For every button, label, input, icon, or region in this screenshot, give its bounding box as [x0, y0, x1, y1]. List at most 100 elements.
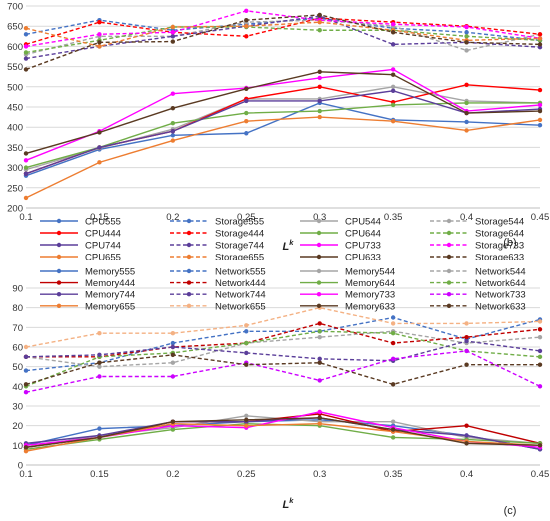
data-point-network744	[170, 344, 176, 350]
data-point-cpu744	[97, 145, 102, 150]
data-point-network744	[317, 356, 322, 361]
legend-marker	[56, 280, 62, 285]
data-point-cpu655	[23, 195, 29, 201]
data-point-memory633	[537, 443, 543, 448]
data-point-storage644	[23, 50, 29, 55]
y-tick-label: 70	[12, 323, 23, 334]
x-axis-label-main: L	[283, 499, 290, 511]
legend-item-cpu555: CPU555	[40, 217, 121, 228]
legend-marker	[446, 303, 452, 308]
data-point-cpu644	[390, 102, 396, 108]
data-point-network655	[97, 331, 102, 336]
data-point-network655	[537, 319, 543, 324]
legend-label: Memory444	[85, 278, 135, 289]
legend-item-cpu655: CPU655	[40, 253, 121, 260]
data-point-network633	[390, 382, 396, 387]
data-point-network733	[23, 390, 29, 395]
data-point-cpu744	[317, 98, 322, 104]
data-point-cpu444	[537, 87, 543, 93]
legend-item-memory555: Memory555	[40, 267, 135, 278]
legend-label: Network544	[475, 267, 526, 278]
data-point-storage655	[317, 19, 322, 25]
data-point-storage444	[244, 34, 249, 39]
data-point-memory655	[317, 421, 322, 426]
x-tick-label: 0.45	[531, 212, 550, 223]
series-line-storage644	[25, 26, 541, 54]
series-line-network655	[25, 306, 541, 348]
data-point-cpu555	[244, 131, 249, 136]
legend-item-storage633: Storage633	[430, 253, 524, 260]
data-point-cpu733	[23, 158, 29, 163]
series-line-memory744	[25, 417, 541, 450]
legend-marker	[186, 218, 192, 224]
data-point-network633	[170, 352, 176, 358]
data-point-memory555	[97, 426, 102, 431]
legend-item-storage744: Storage744	[170, 241, 264, 252]
data-point-network444	[537, 327, 543, 332]
data-point-cpu744	[170, 129, 176, 134]
legend-label: CPU444	[85, 229, 121, 240]
data-point-network644	[317, 329, 322, 334]
panel-label: (b)	[503, 237, 516, 249]
series-line-network555	[25, 316, 541, 372]
series-line-cpu544	[25, 86, 541, 171]
legend-item-storage733: Storage733	[430, 241, 524, 252]
data-point-network733	[97, 374, 102, 379]
x-tick-label: 0.15	[90, 469, 109, 480]
data-point-cpu733	[170, 91, 176, 96]
legend-label: Storage733	[475, 241, 524, 252]
y-tick-label: 550	[7, 62, 23, 73]
data-point-storage733	[23, 44, 29, 49]
legend-label: Storage644	[475, 229, 524, 240]
series-line-cpu555	[25, 102, 541, 177]
data-point-cpu655	[170, 138, 176, 143]
data-point-cpu633	[97, 130, 102, 135]
series-line-storage655	[25, 21, 541, 48]
data-point-cpu633	[464, 110, 469, 116]
data-point-cpu744	[23, 171, 29, 176]
data-point-storage733	[244, 8, 249, 14]
legend-marker	[446, 242, 452, 248]
legend-label: CPU544	[345, 217, 381, 228]
series-line-cpu744	[25, 90, 541, 175]
series-line-network733	[25, 350, 541, 393]
series-line-network544	[25, 330, 541, 368]
data-point-storage655	[537, 36, 543, 41]
x-tick-label: 0.1	[19, 212, 32, 223]
data-point-network633	[244, 362, 249, 367]
legend-item-memory544: Memory544	[300, 267, 395, 278]
y-tick-label: 20	[12, 421, 23, 432]
data-point-cpu555	[170, 133, 176, 138]
legend-item-memory633: Memory633	[300, 301, 395, 312]
legend-label: Storage655	[215, 253, 264, 261]
legend-marker	[316, 242, 322, 248]
data-point-cpu733	[317, 75, 322, 81]
legend-marker	[56, 303, 62, 308]
legend-item-network544: Network544	[430, 267, 526, 278]
legend-label: Network644	[475, 278, 526, 289]
legend-item-memory644: Memory644	[300, 278, 395, 289]
data-point-network644	[390, 331, 396, 336]
data-point-cpu633	[317, 69, 322, 75]
data-point-memory633	[317, 415, 322, 420]
series-line-cpu644	[25, 102, 540, 169]
legend-label: Storage444	[215, 229, 264, 240]
data-point-cpu555	[464, 119, 469, 125]
memory-network-chart: 0 10 20 30 40 50 60 70 80 90 0.1 0.15 0.2 0.25 0.3 0.35…	[12, 267, 549, 518]
legend-marker	[186, 254, 192, 260]
legend-item-cpu733: CPU733	[300, 241, 381, 252]
legend-label: Network733	[475, 290, 526, 301]
legend-item-cpu644: CPU644	[300, 229, 381, 240]
y-tick-label: 250	[7, 183, 23, 194]
legend-item-memory655: Memory655	[40, 301, 135, 312]
data-point-network655	[23, 344, 29, 350]
legend-marker	[446, 280, 452, 285]
data-point-storage633	[390, 30, 396, 35]
data-point-cpu544	[390, 84, 396, 90]
data-point-cpu633	[170, 106, 176, 111]
legend-item-network744: Network744	[170, 290, 266, 301]
legend-label: CPU733	[345, 241, 381, 252]
legend-label: Storage555	[215, 217, 264, 228]
legend-item-storage555: Storage555	[170, 217, 264, 228]
